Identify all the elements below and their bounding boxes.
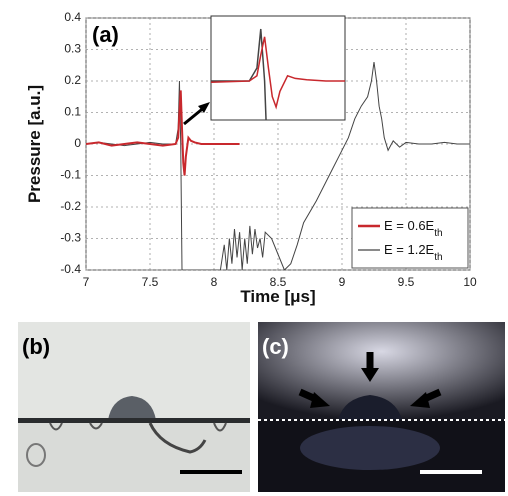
photo-b: (b) — [18, 322, 250, 492]
x-tick-label: 10 — [463, 275, 477, 289]
legend-label: E = 0.6Eth — [384, 218, 443, 239]
x-tick-label: 9 — [339, 275, 346, 289]
crack — [148, 422, 207, 454]
y-tick-label: -0.4 — [60, 262, 81, 276]
photo-label: (c) — [262, 334, 289, 359]
y-tick-label: 0 — [74, 136, 81, 150]
y-tick-label: 0.2 — [64, 73, 81, 87]
photo-label: (b) — [22, 334, 50, 359]
x-tick-label: 8 — [211, 275, 218, 289]
inset-series — [211, 28, 345, 120]
legend-name: E = 1.2E — [384, 242, 435, 257]
legend-label: E = 1.2Eth — [384, 242, 443, 263]
arrow-head — [310, 392, 330, 408]
legend-subscript: th — [434, 252, 442, 263]
photo-c: (c) — [258, 322, 505, 492]
inset-frame — [210, 15, 346, 121]
inset — [210, 15, 346, 121]
inset-line — [211, 28, 267, 120]
x-tick-label: 8.5 — [270, 275, 287, 289]
debris — [26, 443, 46, 467]
scale-bar — [420, 470, 482, 474]
reflection — [300, 426, 440, 470]
y-tick-label: 0.3 — [64, 42, 81, 56]
line — [86, 90, 240, 176]
legend-name: E = 0.6E — [384, 218, 435, 233]
line — [86, 62, 470, 270]
y-tick-label: -0.1 — [60, 168, 81, 182]
legend-box — [351, 207, 469, 269]
panel-label: (a) — [92, 22, 119, 47]
y-axis-label: Pressure [a.u.] — [25, 85, 44, 203]
arrow-head — [410, 392, 430, 408]
y-tick-label: 0.1 — [64, 105, 81, 119]
scale-bar — [180, 470, 242, 474]
arrow-head — [198, 102, 210, 113]
surface — [18, 418, 250, 423]
inset-line — [211, 36, 345, 110]
x-tick-label: 9.5 — [398, 275, 415, 289]
bubble — [108, 396, 156, 420]
series-group — [86, 62, 470, 270]
x-tick-label: 7.5 — [142, 275, 159, 289]
arrow-head — [361, 368, 379, 382]
bubble — [338, 395, 402, 420]
y-tick-label: -0.3 — [60, 231, 81, 245]
x-axis-label: Time [μs] — [240, 287, 315, 306]
y-tick-label: -0.2 — [60, 199, 81, 213]
y-tick-label: 0.4 — [64, 10, 81, 24]
x-tick-label: 7 — [83, 275, 90, 289]
droplets — [49, 422, 227, 432]
legend-subscript: th — [434, 228, 442, 239]
